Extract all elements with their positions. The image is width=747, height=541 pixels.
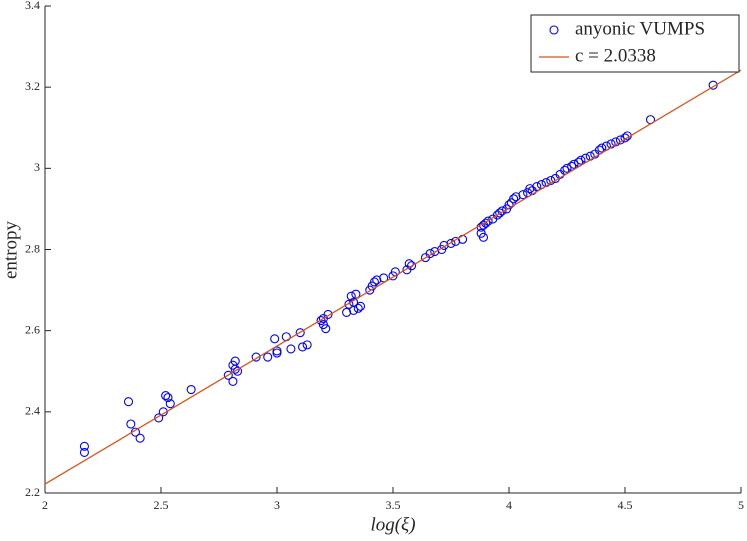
- data-point: [497, 206, 507, 216]
- data-point: [576, 155, 586, 165]
- data-point: [286, 344, 296, 354]
- x-tick-label: 5: [738, 498, 744, 512]
- data-point: [369, 277, 379, 287]
- data-point: [263, 352, 273, 362]
- data-point: [569, 159, 579, 169]
- x-tick-label: 4.5: [618, 498, 633, 512]
- data-point: [451, 236, 461, 246]
- legend-swatch: [549, 25, 559, 35]
- data-point: [430, 246, 440, 257]
- data-point: [425, 249, 435, 259]
- data-point: [532, 182, 542, 192]
- data-point: [495, 208, 505, 218]
- legend-label: c = 2.0338: [575, 45, 656, 66]
- data-point: [79, 447, 89, 457]
- data-point: [79, 441, 89, 451]
- y-tick-label: 2.6: [25, 322, 40, 336]
- data-point: [123, 397, 134, 407]
- data-point: [562, 163, 572, 173]
- fit-line: [44, 69, 742, 485]
- x-tick-label: 3.5: [386, 498, 401, 512]
- data-point: [344, 299, 354, 309]
- y-tick-label: 3.4: [25, 0, 40, 12]
- x-axis-label: log(ξ): [370, 514, 415, 535]
- data-point: [439, 240, 449, 250]
- data-point: [161, 391, 171, 401]
- data-point: [511, 192, 521, 202]
- y-tick-label: 3.2: [25, 79, 40, 93]
- data-point: [346, 291, 356, 301]
- data-point: [483, 216, 493, 226]
- x-tick-label: 2.5: [154, 498, 169, 512]
- data-point: [165, 399, 175, 409]
- y-tick-label: 2.2: [25, 485, 40, 499]
- data-point: [518, 190, 528, 200]
- data-point: [708, 80, 718, 90]
- data-point: [446, 238, 456, 248]
- data-point: [297, 342, 308, 352]
- y-tick-label: 2.8: [25, 241, 40, 255]
- data-point: [154, 413, 164, 423]
- data-point: [163, 393, 173, 403]
- data-point: [135, 433, 145, 443]
- data-point: [372, 275, 382, 285]
- data-point: [620, 133, 630, 143]
- data-point: [342, 307, 352, 317]
- data-point: [295, 328, 305, 338]
- data-point: [323, 309, 333, 319]
- data-point: [353, 303, 363, 313]
- legend-box: [530, 14, 740, 73]
- data-point: [407, 261, 417, 271]
- data-point: [585, 151, 595, 161]
- data-point: [272, 346, 282, 356]
- data-point: [597, 143, 607, 153]
- x-tick-label: 2: [42, 498, 48, 512]
- data-point: [186, 384, 196, 395]
- data-point: [223, 370, 233, 380]
- data-point: [478, 232, 489, 242]
- data-point: [126, 419, 136, 429]
- data-point: [302, 340, 312, 350]
- x-tick-label: 4: [506, 498, 512, 512]
- data-point: [270, 334, 280, 344]
- y-tick-label: 3: [34, 160, 40, 174]
- x-tick-label: 3: [274, 498, 280, 512]
- data-point: [355, 301, 366, 311]
- y-tick-label: 2.4: [25, 404, 40, 418]
- data-point: [351, 289, 361, 299]
- data-point: [228, 376, 238, 386]
- y-axis-label: entropy: [0, 220, 21, 279]
- legend-label: anyonic VUMPS: [575, 18, 705, 39]
- data-point: [458, 234, 468, 244]
- data-point: [525, 184, 535, 194]
- data-point: [321, 324, 331, 334]
- data-point: [251, 352, 261, 362]
- data-point: [509, 194, 519, 204]
- data-point: [481, 218, 491, 228]
